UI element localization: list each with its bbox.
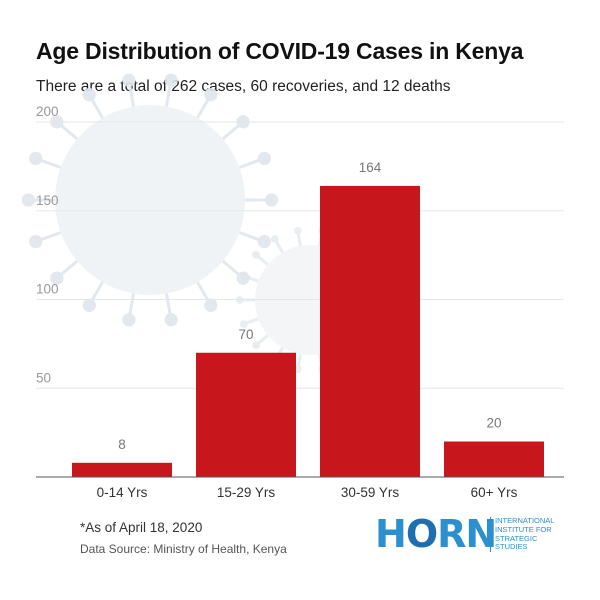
- data-labels: 8 70 164 20: [118, 160, 501, 452]
- y-tick-label: 200: [36, 104, 59, 119]
- bar: [72, 462, 172, 477]
- y-axis-tick-labels: 50 100 150 200: [36, 104, 59, 385]
- virus-shape: [21, 73, 279, 327]
- horn-logo: HORN INTERNATIONAL INSTITUTE FOR STRATEG…: [375, 512, 565, 556]
- x-tick-label: 60+ Yrs: [471, 485, 518, 500]
- data-label: 8: [118, 437, 126, 452]
- y-tick-label: 50: [36, 370, 51, 385]
- data-label: 164: [359, 160, 382, 175]
- data-label: 20: [486, 416, 501, 431]
- gridlines: [36, 121, 564, 389]
- y-tick-label: 100: [36, 282, 59, 297]
- x-tick-label: 0-14 Yrs: [97, 485, 148, 500]
- y-tick-label: 150: [36, 193, 59, 208]
- logo-wordmark: HORN: [375, 512, 497, 556]
- x-tick-label: 15-29 Yrs: [217, 485, 276, 500]
- bar: [444, 441, 544, 477]
- data-label: 70: [238, 327, 253, 342]
- chart-subtitle: There are a total of 262 cases, 60 recov…: [36, 78, 451, 95]
- bar: [196, 352, 296, 477]
- logo-tagline: INTERNATIONAL INSTITUTE FOR STRATEGIC ST…: [490, 516, 575, 553]
- data-source: Data Source: Ministry of Health, Kenya: [80, 542, 287, 556]
- bar: [320, 185, 420, 477]
- x-tick-label: 30-59 Yrs: [341, 485, 400, 500]
- footnote: *As of April 18, 2020: [80, 520, 203, 535]
- x-axis-tick-labels: 0-14 Yrs 15-29 Yrs 30-59 Yrs 60+ Yrs: [97, 485, 518, 500]
- chart-title: Age Distribution of COVID-19 Cases in Ke…: [36, 38, 524, 64]
- bars: [72, 185, 544, 477]
